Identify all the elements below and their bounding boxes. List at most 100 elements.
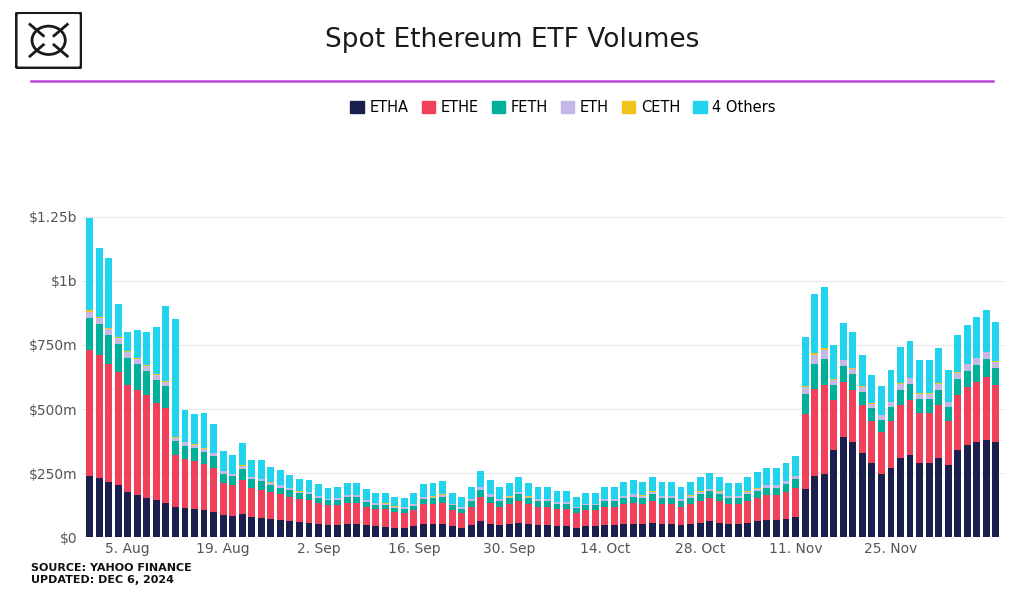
Bar	[554, 509, 560, 527]
Bar	[583, 493, 589, 504]
Bar	[820, 348, 827, 350]
Bar	[621, 524, 628, 537]
Bar	[964, 387, 971, 445]
Bar	[906, 377, 913, 378]
Bar	[382, 504, 389, 505]
Bar	[497, 487, 503, 499]
Bar	[287, 497, 293, 521]
Bar	[143, 331, 151, 365]
Bar	[658, 524, 666, 537]
Bar	[276, 494, 284, 520]
Bar	[735, 482, 741, 496]
Bar	[974, 365, 980, 382]
Bar	[802, 387, 809, 395]
Bar	[267, 482, 274, 485]
Bar	[974, 317, 980, 358]
Bar	[773, 496, 780, 520]
Bar	[486, 481, 494, 494]
Bar	[668, 498, 675, 504]
Bar	[935, 384, 942, 390]
Bar	[296, 499, 303, 522]
Bar	[878, 475, 885, 537]
Bar	[486, 494, 494, 497]
Bar	[86, 310, 93, 312]
Bar	[725, 482, 732, 496]
Bar	[411, 510, 418, 527]
Bar	[811, 353, 818, 355]
Bar	[258, 518, 265, 537]
Bar	[105, 259, 112, 328]
Bar	[658, 498, 666, 504]
Bar	[725, 496, 732, 498]
Bar	[964, 325, 971, 364]
Legend: ETHA, ETHE, FETH, ETH, CETH, 4 Others: ETHA, ETHE, FETH, ETH, CETH, 4 Others	[350, 100, 776, 115]
Bar	[974, 382, 980, 442]
Bar	[373, 503, 379, 504]
Bar	[411, 494, 418, 504]
Bar	[592, 510, 599, 527]
Bar	[811, 389, 818, 476]
Bar	[983, 310, 990, 352]
Bar	[764, 496, 770, 520]
Bar	[143, 365, 151, 366]
Bar	[840, 361, 847, 366]
Bar	[153, 374, 160, 375]
Bar	[449, 504, 456, 506]
Bar	[630, 503, 637, 524]
Bar	[716, 523, 723, 537]
Bar	[315, 503, 322, 524]
Bar	[105, 328, 112, 329]
Bar	[868, 404, 876, 408]
Bar	[764, 468, 770, 485]
Bar	[725, 524, 732, 537]
Bar	[382, 527, 389, 537]
Bar	[248, 517, 255, 537]
Bar	[916, 360, 923, 393]
Bar	[468, 501, 474, 506]
Bar	[362, 501, 370, 506]
Bar	[105, 329, 112, 335]
Bar	[630, 494, 637, 497]
Bar	[315, 496, 322, 497]
Bar	[401, 513, 408, 528]
Bar	[668, 482, 675, 496]
Bar	[334, 505, 341, 525]
Bar	[391, 528, 398, 537]
Bar	[811, 476, 818, 537]
Bar	[926, 360, 933, 393]
Bar	[239, 466, 246, 469]
Bar	[583, 504, 589, 506]
Bar	[449, 493, 456, 504]
Bar	[954, 373, 962, 379]
Bar	[535, 525, 542, 537]
Bar	[115, 337, 122, 338]
Bar	[143, 371, 151, 395]
Bar	[86, 350, 93, 476]
Bar	[687, 496, 694, 498]
Bar	[639, 496, 646, 498]
Bar	[592, 527, 599, 537]
Bar	[916, 393, 923, 399]
Bar	[362, 500, 370, 501]
Bar	[983, 352, 990, 359]
Bar	[506, 497, 513, 498]
Bar	[649, 476, 655, 491]
Bar	[382, 505, 389, 509]
Bar	[830, 380, 838, 386]
Bar	[840, 437, 847, 537]
Bar	[906, 340, 913, 377]
Bar	[888, 407, 894, 421]
Bar	[935, 405, 942, 458]
Bar	[86, 218, 93, 310]
Bar	[115, 304, 122, 337]
Bar	[793, 456, 799, 476]
Bar	[515, 523, 522, 537]
Bar	[506, 498, 513, 504]
Bar	[124, 384, 131, 493]
Bar	[678, 525, 684, 537]
Bar	[830, 344, 838, 379]
Bar	[820, 287, 827, 348]
Bar	[172, 319, 179, 437]
Bar	[305, 500, 312, 523]
Bar	[477, 497, 484, 521]
